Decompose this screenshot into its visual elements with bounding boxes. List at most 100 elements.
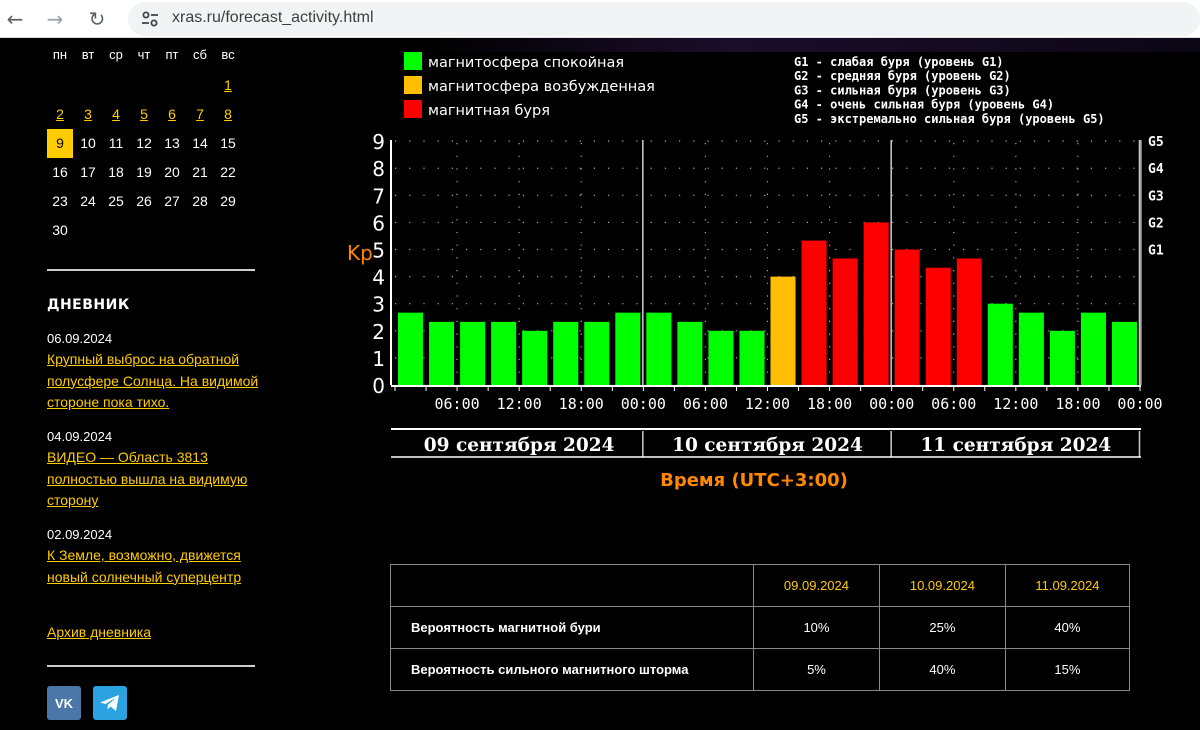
reload-icon[interactable]: ↻	[88, 7, 106, 31]
storm-level-label: G5 - экстремально сильная буря (уровень …	[794, 112, 1105, 126]
table-row-label: Вероятность сильного магнитного шторма	[390, 648, 754, 691]
forward-icon[interactable]: →	[46, 7, 64, 31]
legend-swatch	[404, 76, 422, 94]
kp-bar	[956, 258, 982, 385]
chart-bars	[398, 222, 1137, 385]
table-cell: 40%	[1004, 606, 1131, 649]
back-icon[interactable]: ←	[6, 7, 24, 31]
kp-bar	[677, 321, 703, 385]
diary-title: ДНЕВНИК	[47, 297, 130, 313]
y-tick-label: 1	[372, 347, 385, 371]
storm-level-label: G4 - очень сильная буря (уровень G4)	[794, 98, 1054, 112]
calendar-day: 20	[164, 164, 180, 180]
calendar-day[interactable]: 6	[168, 106, 176, 122]
calendar-day: 23	[52, 193, 68, 209]
calendar-day[interactable]: 8	[224, 106, 232, 122]
telegram-icon[interactable]	[93, 686, 127, 720]
calendar-day: 22	[220, 164, 236, 180]
calendar-day: 25	[108, 193, 124, 209]
kp-bar	[615, 312, 641, 385]
diary-link[interactable]: Крупный выброс на обратной полусфере Сол…	[47, 351, 259, 410]
diary-link[interactable]: К Земле, возможно, движется новый солнеч…	[47, 547, 242, 585]
calendar-day: 13	[164, 135, 180, 151]
legend-swatch	[404, 100, 422, 118]
url-text: xras.ru/forecast_activity.html	[172, 9, 374, 26]
probability-table: 09.09.2024 10.09.2024 11.09.2024 Вероятн…	[390, 564, 1131, 691]
divider	[47, 269, 255, 271]
g-level-tick: G4	[1148, 162, 1164, 177]
kp-bar	[801, 240, 827, 385]
x-tick-label: 18:00	[559, 395, 604, 413]
calendar-weekday: вт	[81, 47, 95, 62]
g-level-tick: G1	[1148, 244, 1164, 259]
calendar-day[interactable]: 1	[224, 77, 232, 93]
kp-bar	[770, 276, 796, 385]
vk-icon[interactable]: VK	[47, 686, 81, 720]
diary-link[interactable]: ВИДЕО — Область 3813 полностью вышла на …	[47, 449, 248, 508]
table-header-row: 09.09.2024 10.09.2024 11.09.2024	[390, 564, 1131, 607]
diary-archive-link[interactable]: Архив дневника	[47, 624, 152, 640]
legend-swatch	[404, 52, 422, 70]
x-tick-label: 18:00	[1055, 395, 1100, 413]
kp-bar	[708, 330, 734, 385]
vk-icon-label: VK	[55, 696, 74, 711]
table-date-header: 10.09.2024	[878, 564, 1006, 607]
legend-label: магнитная буря	[428, 103, 550, 119]
sidebar: пн вт ср чт пт сб вс 1 2 3 4 5 6 7 8 9 10 11 12 13 14 15 16 17 1…	[0, 38, 270, 730]
calendar-day: 18	[108, 164, 124, 180]
legend-label: магнитосфера возбужденная	[428, 79, 655, 95]
storm-level-label: G2 - средняя буря (уровень G2)	[794, 69, 1011, 83]
calendar-day: 19	[136, 164, 152, 180]
g-level-tick: G3	[1148, 189, 1164, 204]
y-tick-label: 4	[372, 266, 385, 290]
day-label: 11 сентября 2024	[920, 435, 1111, 456]
kp-bar	[522, 330, 548, 385]
x-tick-label: 12:00	[497, 395, 542, 413]
kp-bar	[894, 249, 920, 385]
calendar-day[interactable]: 3	[84, 106, 92, 122]
chart-legend: магнитосфера спокойная магнитосфера возбу…	[404, 52, 655, 119]
calendar-day: 11	[108, 135, 124, 151]
calendar-day[interactable]: 4	[112, 106, 120, 122]
legend-label: магнитосфера спокойная	[428, 55, 624, 71]
diary-date: 04.09.2024	[47, 429, 113, 444]
kp-bar	[646, 312, 672, 385]
kp-bar	[460, 321, 486, 385]
table-row: Вероятность магнитной бури 10% 25% 40%	[390, 606, 1131, 649]
address-bar[interactable]: xras.ru/forecast_activity.html	[128, 2, 1200, 36]
kp-bar	[1049, 330, 1075, 385]
table-cell: 40%	[878, 648, 1006, 691]
calendar-day[interactable]: 7	[196, 106, 204, 122]
calendar-day: 14	[192, 135, 208, 151]
day-label: 10 сентября 2024	[672, 435, 863, 456]
table-cell: 5%	[753, 648, 880, 691]
calendar-day: 24	[80, 193, 96, 209]
calendar-day[interactable]: 5	[140, 106, 148, 122]
y-tick-label: 9	[372, 130, 385, 154]
x-tick-label: 06:00	[683, 395, 728, 413]
x-tick-label: 12:00	[993, 395, 1038, 413]
storm-levels-legend: G1 - слабая буря (уровень G1)G2 - средня…	[794, 55, 1105, 126]
x-tick-label: 12:00	[745, 395, 790, 413]
table-cell: 10%	[753, 606, 880, 649]
x-tick-label: 06:00	[435, 395, 480, 413]
kp-bar	[553, 321, 579, 385]
calendar-day: 26	[136, 193, 152, 209]
kp-bar	[1111, 321, 1137, 385]
site-settings-icon[interactable]	[138, 7, 162, 31]
calendar-day-today[interactable]: 9	[47, 129, 73, 158]
kp-bar	[863, 222, 889, 385]
calendar-day: 16	[52, 164, 68, 180]
g-level-tick: G5	[1148, 135, 1164, 150]
chart-axes: 0 1 2 3 4 5 6 7 8 9 G1 G2 G3 G4 G5 06:00 12:00 18:00 00:00…	[372, 130, 1164, 458]
table-row: Вероятность сильного магнитного шторма 5…	[390, 648, 1131, 691]
calendar-weekday: пн	[52, 47, 68, 62]
y-tick-label: 0	[372, 374, 385, 398]
header-glow	[420, 38, 1200, 52]
calendar-weekday: пт	[165, 47, 179, 62]
kp-bar	[1018, 312, 1044, 385]
calendar-day[interactable]: 2	[56, 106, 64, 122]
table-cell: 15%	[1004, 648, 1131, 691]
chart-grid	[395, 140, 1141, 457]
calendar-day: 12	[136, 135, 152, 151]
